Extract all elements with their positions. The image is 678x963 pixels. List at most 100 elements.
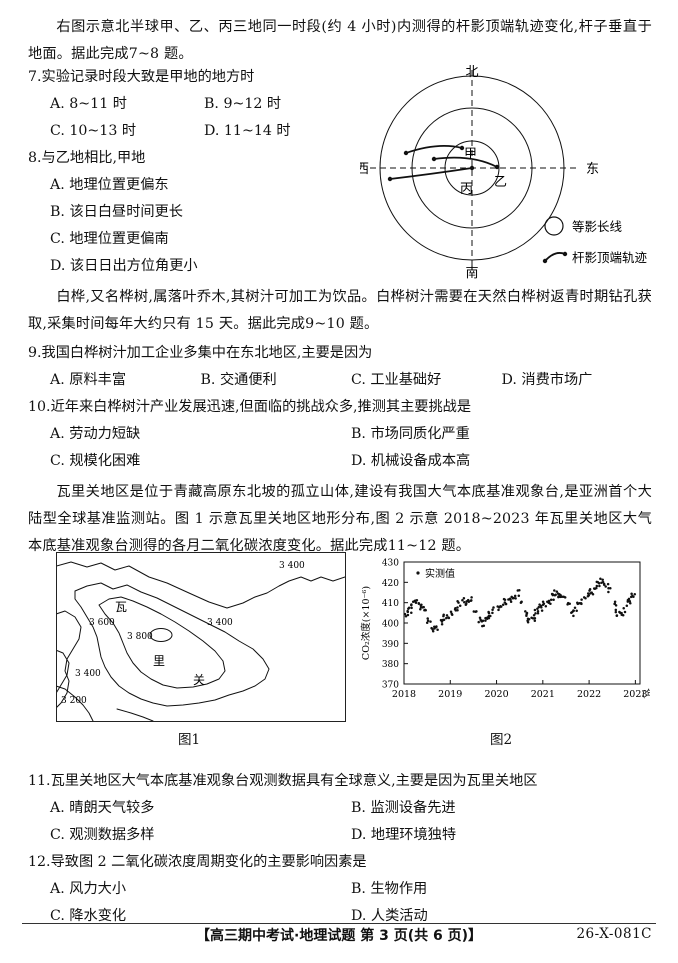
direction-label-south: 南 xyxy=(465,265,478,280)
contour-line-south-fragment xyxy=(116,708,154,721)
question-9-text: 我国白桦树汁加工企业多集中在东北地区,主要是因为 xyxy=(41,345,373,361)
question-7-stem: 7.实验记录时段大致是甲地的地方时 xyxy=(28,64,358,91)
site-label-jia: 甲 xyxy=(464,147,477,162)
question-10-option-a[interactable]: A. 劳动力短缺 xyxy=(50,426,141,442)
shadow-trace-jia xyxy=(405,145,463,154)
chart-x-tick-label-2018: 2018 xyxy=(392,689,416,700)
passage-1-text: 右图示意北半球甲、乙、丙三地同一时段(约 4 小时)内测得的杆影顶端轨迹变化,杆… xyxy=(28,19,652,62)
direction-label-east: 东 xyxy=(586,162,599,177)
place-name-char-wa: 瓦 xyxy=(115,600,127,614)
passage-2-block: 白桦,又名桦树,属落叶乔木,其树汁可加工为饮品。白桦树汁需要在天然白桦树返青时期… xyxy=(28,284,652,560)
question-9-option-a[interactable]: A. 原料丰富 xyxy=(50,372,127,388)
shadow-trace-bing-end-dot xyxy=(469,165,475,171)
place-name-char-guan: 关 xyxy=(193,673,205,687)
contour-label-3800: 3 800 xyxy=(127,632,153,642)
passage-1-block: 右图示意北半球甲、乙、丙三地同一时段(约 4 小时)内测得的杆影顶端轨迹变化,杆… xyxy=(28,14,652,68)
place-name-char-li: 里 xyxy=(153,654,165,668)
question-12-option-a[interactable]: A. 风力大小 xyxy=(50,881,127,897)
legend-arc-dot-start xyxy=(542,258,548,264)
chart-plot-frame xyxy=(403,561,641,685)
question-11-option-a[interactable]: A. 晴朗天气较多 xyxy=(50,800,155,816)
question-9-option-c[interactable]: C. 工业基础好 xyxy=(351,372,442,388)
figures-row: 3 400 3 400 3 600 3 800 3 400 3 200 瓦 里 … xyxy=(28,552,652,752)
chart-x-tick-label-2022: 2022 xyxy=(577,689,601,700)
contour-label-3600: 3 600 xyxy=(89,618,115,628)
chart-x-tick-label-2020: 2020 xyxy=(484,689,508,700)
shadow-trace-jia-end-dot xyxy=(459,145,465,151)
question-11-number: 11. xyxy=(28,773,51,789)
contour-line-north-3400 xyxy=(57,561,345,609)
question-11-option-c[interactable]: C. 观测数据多样 xyxy=(50,827,155,843)
question-8-option-b[interactable]: B. 该日白昼时间更长 xyxy=(50,204,183,220)
direction-label-west: 西 xyxy=(360,162,369,177)
question-12-text: 导致图 2 二氧化碳浓度周期变化的主要影响因素是 xyxy=(50,854,367,870)
shadow-trace-yi-start-dot xyxy=(431,156,437,162)
chart-x-axis-label: (年份) xyxy=(642,688,650,700)
question-8-option-a[interactable]: A. 地理位置更偏东 xyxy=(50,177,169,193)
passage-2-text: 白桦,又名桦树,属落叶乔木,其树汁可加工为饮品。白桦树汁需要在天然白桦树返青时期… xyxy=(28,289,652,332)
question-7-options-row-1: A. 8~11 时 B. 9~12 时 xyxy=(28,91,358,118)
question-8-option-d[interactable]: D. 该日日出方位角更小 xyxy=(50,258,198,274)
question-7-option-b[interactable]: B. 9~12 时 xyxy=(204,96,282,112)
site-label-yi: 乙 xyxy=(494,175,507,190)
legend-arc-icon xyxy=(544,252,566,262)
contour-label-3200: 3 200 xyxy=(61,696,87,706)
question-12-stem: 12.导致图 2 二氧化碳浓度周期变化的主要影响因素是 xyxy=(28,849,652,876)
shadow-trace-bing xyxy=(389,167,473,180)
contour-line-3600 xyxy=(98,596,226,689)
question-10-option-b[interactable]: B. 市场同质化严重 xyxy=(351,426,470,442)
figure-2-caption: 图2 xyxy=(490,732,513,748)
question-11-text: 瓦里关地区大气本底基准观象台观测数据具有全球意义,主要是因为瓦里关地区 xyxy=(50,773,538,789)
legend-circle-icon xyxy=(544,216,564,236)
contour-label-3400-sw: 3 400 xyxy=(75,669,101,679)
chart-x-tick-label-2019: 2019 xyxy=(438,689,462,700)
passage-3-text: 瓦里关地区是位于青藏高原东北坡的孤立山体,建设有我国大气本底基准观象台,是亚洲首… xyxy=(28,484,652,554)
question-10-text: 近年来白桦树汁产业发展迅速,但面临的挑战众多,推测其主要挑战是 xyxy=(50,399,472,415)
footer-paper-code: 26-X-081C xyxy=(576,926,652,942)
question-8-text: 与乙地相比,甲地 xyxy=(41,150,146,166)
question-7-option-d[interactable]: D. 11~14 时 xyxy=(204,123,291,139)
question-10-options-row-2: C. 规模化困难 D. 机械设备成本高 xyxy=(28,448,652,475)
shadow-trace-yi xyxy=(433,156,498,168)
question-12-option-c[interactable]: C. 降水变化 xyxy=(50,908,127,924)
chart-y-tick-label-370: 370 xyxy=(382,681,399,691)
contour-label-3400-ne: 3 400 xyxy=(279,561,305,571)
question-10-options-row-1: A. 劳动力短缺 B. 市场同质化严重 xyxy=(28,421,652,448)
questions-11-12: 11.瓦里关地区大气本底基准观象台观测数据具有全球意义,主要是因为瓦里关地区 A… xyxy=(28,768,652,930)
contour-line-3800-closed xyxy=(149,628,173,642)
question-10-option-d[interactable]: D. 机械设备成本高 xyxy=(351,453,471,469)
question-10-stem: 10.近年来白桦树汁产业发展迅速,但面临的挑战众多,推测其主要挑战是 xyxy=(28,394,652,421)
questions-7-8: 7.实验记录时段大致是甲地的地方时 A. 8~11 时 B. 9~12 时 C.… xyxy=(28,64,358,280)
question-9-option-d[interactable]: D. 消费市场广 xyxy=(501,372,593,388)
question-10-option-c[interactable]: C. 规模化困难 xyxy=(50,453,141,469)
question-7-text: 实验记录时段大致是甲地的地方时 xyxy=(41,69,255,85)
question-8-stem: 8.与乙地相比,甲地 xyxy=(28,145,358,172)
legend-label-equal-shadow: 等影长线 xyxy=(572,219,623,234)
question-12-option-b[interactable]: B. 生物作用 xyxy=(351,881,428,897)
question-9-option-b[interactable]: B. 交通便利 xyxy=(200,372,277,388)
chart-y-tick-label-410: 410 xyxy=(382,599,399,609)
question-11-option-b[interactable]: B. 监测设备先进 xyxy=(351,800,456,816)
shadow-trace-bing-start-dot xyxy=(387,176,393,182)
chart-x-tick-label-2023: 2023 xyxy=(623,689,647,700)
question-12-option-d[interactable]: D. 人类活动 xyxy=(351,908,428,924)
chart-legend-marker xyxy=(416,571,420,575)
chart-legend-label: 实测值 xyxy=(425,567,455,580)
question-7-option-a[interactable]: A. 8~11 时 xyxy=(50,96,127,112)
contour-line-west-3400 xyxy=(57,610,82,708)
chart-x-tick-label-2021: 2021 xyxy=(531,689,555,700)
question-11-option-d[interactable]: D. 地理环境独特 xyxy=(351,827,457,843)
question-8-option-c[interactable]: C. 地理位置更偏南 xyxy=(50,231,169,247)
question-7-number: 7. xyxy=(28,69,42,85)
question-9-options: A. 原料丰富 B. 交通便利 C. 工业基础好 D. 消费市场广 xyxy=(28,367,652,394)
figure-2-co2-chart: 370 380 390 400 410 420 430 2018 2019 2020 2021 202… xyxy=(358,552,650,720)
chart-y-tick-label-390: 390 xyxy=(382,640,399,650)
legend-arc-dot-end xyxy=(562,251,568,257)
chart-data-points xyxy=(403,577,637,633)
question-9-number: 9. xyxy=(28,345,42,361)
question-9-stem: 9.我国白桦树汁加工企业多集中在东北地区,主要是因为 xyxy=(28,340,652,367)
question-12-number: 12. xyxy=(28,854,51,870)
question-7-option-c[interactable]: C. 10~13 时 xyxy=(50,123,137,139)
direction-label-north: 北 xyxy=(465,65,478,80)
